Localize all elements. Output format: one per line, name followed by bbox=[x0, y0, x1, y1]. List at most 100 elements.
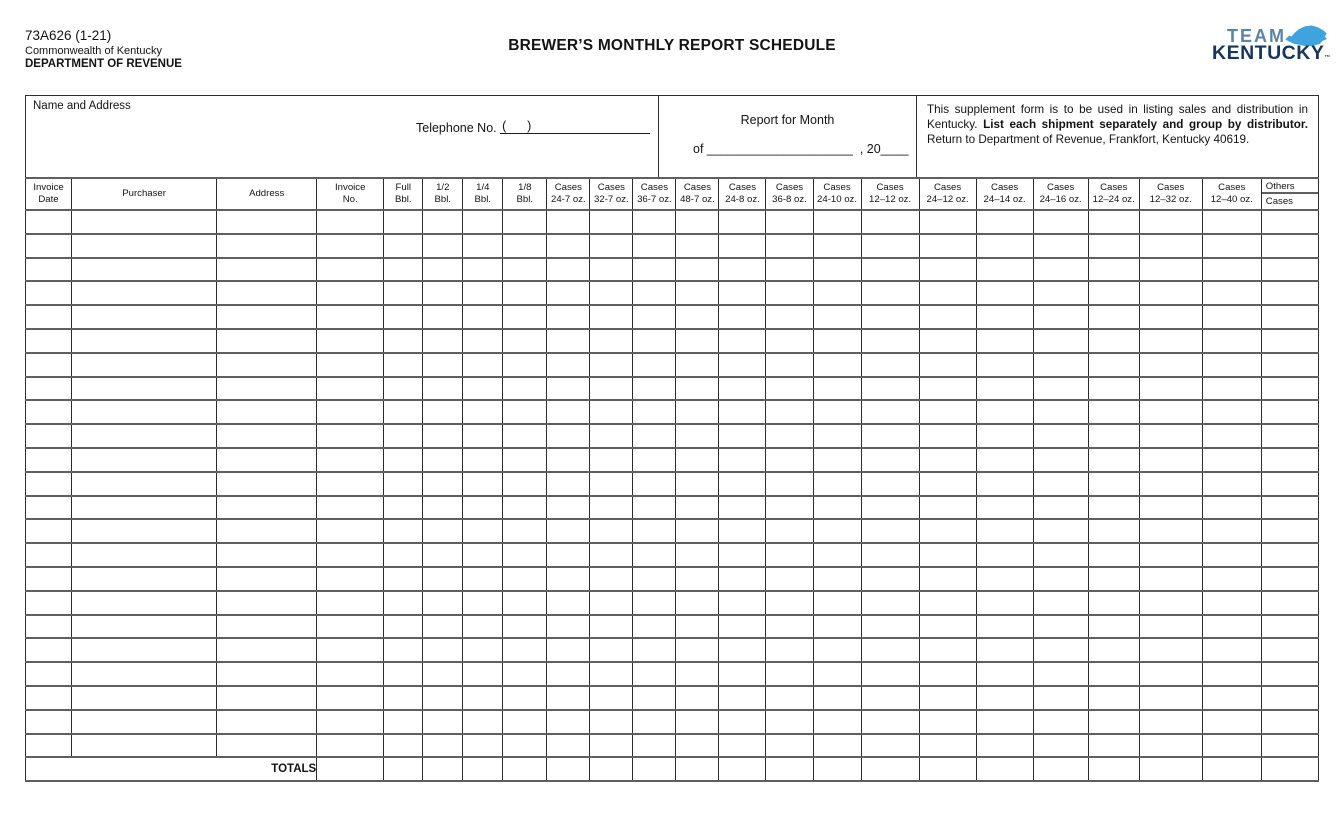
grid-cell bbox=[1138, 209, 1203, 235]
grid-cell bbox=[546, 732, 591, 759]
team-kentucky-logo: TEAM KENTUCKY™ bbox=[1212, 24, 1337, 76]
grid-cell bbox=[812, 304, 862, 330]
col-header-line2: 24–12 oz. bbox=[926, 194, 969, 205]
grid-cell bbox=[422, 518, 464, 545]
grid-cell bbox=[383, 327, 424, 354]
grid-cell bbox=[24, 494, 73, 521]
grid-cell bbox=[1032, 518, 1089, 545]
col-header-line1: Cases bbox=[728, 181, 757, 193]
col-header-line2: 36-8 oz. bbox=[772, 194, 807, 205]
col-header-invoice-date: Invoice Date bbox=[24, 177, 73, 211]
grid-cell bbox=[918, 327, 977, 354]
col-header-line1: Cases bbox=[1218, 181, 1246, 193]
grid-cell bbox=[675, 327, 720, 354]
grid-cell bbox=[860, 280, 920, 307]
col-header-cases-48-7: Cases 48-7 oz. bbox=[675, 177, 720, 211]
grid-cell bbox=[502, 446, 548, 473]
col-header-cases-12-24: Cases 12–24 oz. bbox=[1087, 177, 1140, 211]
grid-cell bbox=[1201, 280, 1262, 307]
grid-cell bbox=[1087, 256, 1140, 283]
grid-cell bbox=[546, 209, 591, 235]
instructions-part1: This supplement form is to be used in li… bbox=[927, 103, 1308, 131]
grid-cell bbox=[632, 518, 677, 545]
grid-cell bbox=[383, 351, 424, 378]
schedule-table-wrapper: Invoice Date Purchaser Address Invoice No. Ful… bbox=[24, 177, 1320, 783]
grid-cell bbox=[383, 661, 424, 687]
grid-cell bbox=[462, 209, 504, 235]
grid-cell bbox=[1032, 304, 1089, 330]
grid-cell bbox=[675, 661, 720, 687]
grid-cell bbox=[1260, 280, 1320, 307]
grid-cell bbox=[422, 327, 464, 354]
grid-cell bbox=[632, 446, 677, 473]
grid-cell bbox=[1032, 637, 1089, 664]
table-row bbox=[24, 399, 1320, 426]
col-header-purchaser: Purchaser bbox=[71, 177, 218, 211]
grid-cell bbox=[1138, 304, 1203, 330]
name-address-section: Name and Address Telephone No. ( ) bbox=[26, 96, 659, 177]
grid-cell bbox=[632, 375, 677, 402]
grid-cell bbox=[422, 637, 464, 664]
grid-cell bbox=[383, 209, 424, 235]
grid-cell bbox=[1087, 637, 1140, 664]
grid-cell bbox=[546, 304, 591, 330]
table-row bbox=[24, 375, 1320, 402]
grid-cell bbox=[1087, 542, 1140, 568]
grid-cell bbox=[812, 565, 862, 592]
grid-cell bbox=[24, 304, 73, 330]
grid-cell bbox=[632, 256, 677, 283]
grid-cell bbox=[632, 565, 677, 592]
table-row bbox=[24, 732, 1320, 759]
grid-cell bbox=[316, 446, 385, 473]
logo-kentucky-text: KENTUCKY™ bbox=[1212, 42, 1331, 65]
grid-cell bbox=[71, 589, 218, 616]
grid-cell bbox=[975, 232, 1034, 259]
grid-cell bbox=[1032, 423, 1089, 449]
grid-cell bbox=[71, 209, 218, 235]
grid-cell bbox=[632, 684, 677, 711]
grid-cell bbox=[502, 613, 548, 640]
grid-cell bbox=[1032, 494, 1089, 521]
grid-cell bbox=[1260, 351, 1320, 378]
grid-cell bbox=[502, 399, 548, 426]
grid-cell bbox=[316, 470, 385, 497]
grid-cell bbox=[462, 423, 504, 449]
grid-cell bbox=[316, 589, 385, 616]
grid-cell bbox=[918, 518, 977, 545]
grid-cell bbox=[589, 589, 634, 616]
grid-cell bbox=[546, 684, 591, 711]
grid-cell bbox=[1201, 446, 1262, 473]
totals-cell-blank bbox=[632, 756, 677, 783]
grid-cell bbox=[71, 423, 218, 449]
totals-cell-blank bbox=[675, 756, 720, 783]
table-row bbox=[24, 565, 1320, 592]
grid-cell bbox=[1032, 542, 1089, 568]
grid-cell bbox=[765, 589, 814, 616]
col-header-line1: Purchaser bbox=[122, 187, 166, 199]
grid-cell bbox=[975, 684, 1034, 711]
col-header-line2: Date bbox=[38, 194, 59, 205]
grid-cell bbox=[918, 256, 977, 283]
grid-cell bbox=[24, 327, 73, 354]
col-header-line2: 32-7 oz. bbox=[594, 194, 629, 205]
grid-cell bbox=[675, 542, 720, 568]
grid-cell bbox=[1087, 661, 1140, 687]
grid-cell bbox=[316, 518, 385, 545]
grid-cell bbox=[675, 732, 720, 759]
grid-cell bbox=[546, 589, 591, 616]
grid-cell bbox=[1138, 494, 1203, 521]
grid-cell bbox=[383, 446, 424, 473]
grid-cell bbox=[24, 280, 73, 307]
grid-cell bbox=[216, 732, 318, 759]
grid-cell bbox=[632, 494, 677, 521]
grid-cell bbox=[1201, 565, 1262, 592]
grid-cell bbox=[812, 732, 862, 759]
col-header-line1: Cases bbox=[823, 181, 851, 193]
grid-cell bbox=[1138, 280, 1203, 307]
grid-cell bbox=[632, 613, 677, 640]
grid-cell bbox=[422, 351, 464, 378]
grid-cell bbox=[975, 327, 1034, 354]
grid-cell bbox=[1087, 423, 1140, 449]
grid-cell bbox=[422, 732, 464, 759]
grid-cell bbox=[1260, 399, 1320, 426]
